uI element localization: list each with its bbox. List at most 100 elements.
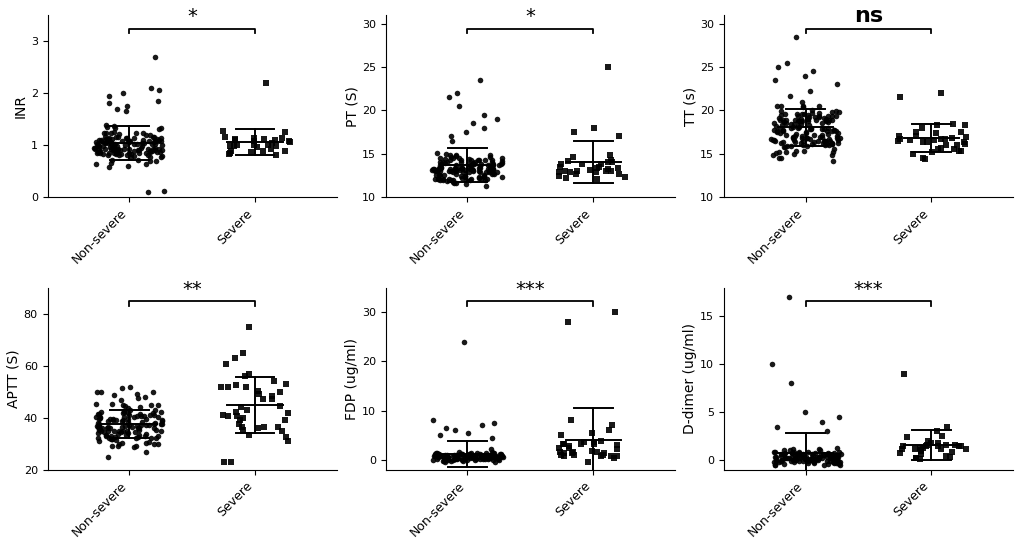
Point xyxy=(773,127,790,135)
Point xyxy=(467,452,483,460)
Point xyxy=(804,67,820,76)
Point xyxy=(426,167,442,176)
Point xyxy=(96,428,112,436)
Point xyxy=(793,134,809,143)
Point xyxy=(790,456,806,465)
Point xyxy=(937,140,954,149)
Point xyxy=(480,454,496,462)
Point xyxy=(774,450,791,459)
Point xyxy=(828,128,845,137)
Point xyxy=(447,161,464,169)
Point xyxy=(552,451,569,460)
Point xyxy=(480,452,496,461)
Point xyxy=(818,449,835,458)
Point xyxy=(566,450,582,459)
Point xyxy=(808,454,824,463)
Point xyxy=(425,451,441,460)
Point xyxy=(447,167,464,175)
Point xyxy=(441,151,458,159)
Point xyxy=(87,145,103,153)
Point xyxy=(797,452,813,461)
Point xyxy=(450,102,467,110)
Point xyxy=(772,449,789,458)
Point xyxy=(148,157,164,165)
Point xyxy=(138,429,154,438)
Point xyxy=(98,135,114,144)
Point xyxy=(116,141,132,150)
Point xyxy=(246,134,262,143)
Point xyxy=(816,141,833,150)
Point xyxy=(777,454,794,462)
Point xyxy=(151,135,167,144)
Point xyxy=(457,452,473,461)
Point xyxy=(429,450,445,459)
Point xyxy=(783,457,799,466)
Point xyxy=(426,165,442,174)
Point xyxy=(131,403,148,412)
Point xyxy=(483,434,499,442)
Point xyxy=(820,135,837,144)
Point xyxy=(238,406,255,415)
Point xyxy=(130,431,147,440)
Point xyxy=(767,126,784,135)
Point xyxy=(97,139,113,147)
Point xyxy=(944,134,960,143)
Point xyxy=(476,123,492,132)
Point xyxy=(804,457,820,466)
Point xyxy=(811,133,827,141)
Point xyxy=(93,426,109,435)
Point xyxy=(104,134,120,143)
Point xyxy=(446,164,463,173)
Point xyxy=(893,444,909,453)
Point xyxy=(91,415,107,424)
Point xyxy=(141,437,157,446)
Point xyxy=(765,448,782,457)
Point xyxy=(907,454,923,462)
Point xyxy=(824,145,841,153)
Point xyxy=(227,407,244,416)
Point xyxy=(592,452,608,460)
Point xyxy=(118,426,135,435)
Point xyxy=(465,119,481,128)
Point xyxy=(137,392,153,401)
Point xyxy=(813,124,829,133)
Point xyxy=(583,447,599,456)
Point xyxy=(912,450,928,459)
Point xyxy=(824,453,841,462)
Point xyxy=(91,422,107,431)
Point xyxy=(573,440,589,449)
Point xyxy=(424,166,440,175)
Point xyxy=(931,445,948,454)
Point xyxy=(819,117,836,126)
Point xyxy=(775,117,792,126)
Point xyxy=(911,455,927,464)
Point xyxy=(101,163,117,172)
Point xyxy=(228,412,245,420)
Point xyxy=(776,454,793,462)
Point xyxy=(153,123,169,132)
Point xyxy=(797,128,813,136)
Point xyxy=(483,157,499,166)
Point xyxy=(220,149,236,158)
Point xyxy=(431,451,447,460)
Point xyxy=(466,159,482,168)
Point xyxy=(143,434,159,443)
Point xyxy=(799,115,815,123)
Point xyxy=(102,415,118,424)
Point xyxy=(466,456,482,465)
Point xyxy=(119,151,136,159)
Point xyxy=(482,453,498,462)
Point xyxy=(225,142,242,151)
Point xyxy=(809,136,825,145)
Point xyxy=(436,159,452,168)
Point xyxy=(223,457,239,466)
Point xyxy=(102,424,118,432)
Point xyxy=(790,449,806,458)
Point xyxy=(823,139,840,148)
Point xyxy=(474,453,490,461)
Point xyxy=(214,411,230,420)
Point xyxy=(108,150,124,159)
Point xyxy=(105,127,121,136)
Point xyxy=(914,444,930,453)
Point xyxy=(767,453,784,462)
